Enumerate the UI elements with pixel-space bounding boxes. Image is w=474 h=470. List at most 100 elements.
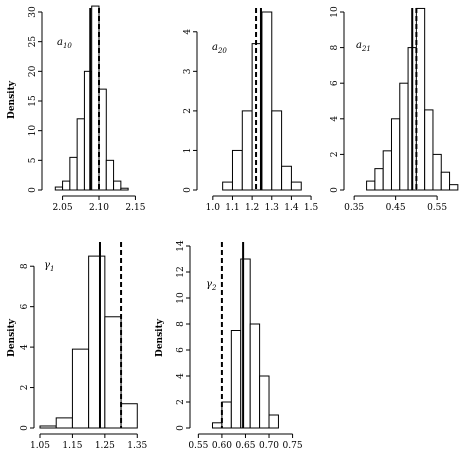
y-tick-label: 5 xyxy=(28,157,38,163)
histogram-bar xyxy=(120,403,138,429)
y-tick-label: 1 xyxy=(183,148,193,154)
x-tick-label: 1.3 xyxy=(265,203,280,213)
y-tick-label: 2 xyxy=(176,399,186,405)
histogram-bar xyxy=(440,171,451,191)
histogram-bar xyxy=(105,159,115,191)
histogram-bar xyxy=(231,149,243,191)
x-tick-label: 0.35 xyxy=(344,203,364,213)
histogram-bar xyxy=(271,110,283,191)
histogram-bar xyxy=(382,150,392,191)
y-tick-label: 8 xyxy=(176,321,186,327)
histogram-bar xyxy=(241,110,253,191)
x-tick-label: 0.75 xyxy=(283,441,303,451)
histogram-bar xyxy=(261,11,273,191)
histogram-bar xyxy=(71,348,90,429)
y-tick-label: 10 xyxy=(176,292,186,304)
histogram-bar xyxy=(76,118,85,191)
x-tick-label: 0.70 xyxy=(259,441,279,451)
x-tick-label: 1.15 xyxy=(62,441,82,451)
y-axis-label: Density xyxy=(7,80,17,119)
panel-a10: 0 5 10 15 20 25 30 2.05 2.10 2.15 Density a10 xyxy=(7,5,146,213)
y-tick-label: 6 xyxy=(176,347,186,353)
y-tick-label: 4 xyxy=(330,116,340,122)
panel-parameter-label: γ2 xyxy=(206,279,217,292)
histogram-bar xyxy=(432,153,442,191)
x-tick-label: 1.2 xyxy=(245,203,259,213)
y-tick-label: 0 xyxy=(20,425,30,431)
histogram-bar xyxy=(113,180,122,191)
y-axis-label: Density xyxy=(7,318,17,357)
histogram-bar xyxy=(290,181,302,191)
histogram-bar xyxy=(98,88,107,191)
histogram-bar xyxy=(222,181,233,191)
y-tick-label: 4 xyxy=(176,373,186,379)
y-tick-label: 15 xyxy=(28,95,38,107)
y-tick-label: 4 xyxy=(20,344,30,350)
y-tick-label: 8 xyxy=(330,44,340,50)
y-tick-label: 30 xyxy=(28,6,38,18)
histogram-bar xyxy=(91,5,100,191)
panel-gamma1: 0 2 4 6 8 1.05 1.15 1.25 1.35 Density γ1 xyxy=(7,242,148,451)
histogram-bar xyxy=(449,184,459,191)
y-tick-label: 0 xyxy=(183,187,193,193)
y-tick-label: 6 xyxy=(330,80,340,86)
y-tick-label: 10 xyxy=(28,125,38,137)
histogram-bar xyxy=(259,375,270,429)
y-tick-label: 25 xyxy=(28,36,38,48)
x-tick-label: 1.4 xyxy=(284,203,299,213)
y-tick-label: 3 xyxy=(183,68,193,74)
y-tick-label: 20 xyxy=(28,65,38,77)
x-tick-label: 0.65 xyxy=(235,441,255,451)
y-tick-label: 0 xyxy=(176,425,186,431)
histogram-bar xyxy=(211,422,223,429)
x-tick-label: 2.10 xyxy=(89,203,109,213)
histogram-bar xyxy=(281,165,292,191)
histogram-bar xyxy=(399,82,409,191)
x-tick-label: 1.05 xyxy=(30,441,50,451)
x-tick-label: 0.60 xyxy=(212,441,232,451)
y-tick-label: 2 xyxy=(330,152,340,158)
y-tick-label: 10 xyxy=(330,6,340,18)
histogram-bar xyxy=(69,156,78,191)
panel-parameter-label: γ1 xyxy=(44,260,54,273)
y-tick-label: 4 xyxy=(183,29,193,35)
panel-parameter-label: a21 xyxy=(356,40,371,53)
histogram-bar xyxy=(390,118,401,191)
histogram-bar xyxy=(230,330,242,429)
y-tick-label: 2 xyxy=(20,385,30,391)
y-tick-label: 8 xyxy=(20,263,30,269)
x-tick-label: 0.45 xyxy=(386,203,406,213)
y-tick-label: 0 xyxy=(330,187,340,193)
x-tick-label: 1.0 xyxy=(206,203,221,213)
histogram-bar xyxy=(88,255,106,429)
x-tick-label: 0.55 xyxy=(188,441,208,451)
histogram-bar xyxy=(366,180,376,191)
panel-a21: 0 2 4 6 8 10 0.35 0.45 0.55 a21 xyxy=(330,6,459,213)
y-tick-label: 6 xyxy=(20,304,30,310)
histogram-bar xyxy=(374,168,384,191)
y-axis-label: Density xyxy=(155,318,165,357)
histogram-bar xyxy=(221,401,232,429)
panel-a20: 0 1 2 3 4 1.0 1.1 1.2 1.3 1.4 1.5 a20 xyxy=(183,8,318,213)
histogram-bar xyxy=(424,109,434,191)
x-tick-label: 2.05 xyxy=(53,203,73,213)
x-tick-label: 2.15 xyxy=(125,203,145,213)
y-tick-label: 12 xyxy=(176,266,186,277)
panel-parameter-label: a20 xyxy=(212,42,227,55)
histogram-bar xyxy=(249,323,261,429)
histogram-bar xyxy=(55,417,73,429)
x-tick-label: 0.55 xyxy=(427,203,447,213)
histogram-bar xyxy=(415,7,426,191)
histogram-bar xyxy=(104,316,122,429)
panel-parameter-label: a10 xyxy=(57,37,72,50)
x-tick-label: 1.5 xyxy=(304,203,319,213)
histogram-bar xyxy=(62,180,71,191)
x-tick-label: 1.25 xyxy=(95,441,115,451)
x-tick-label: 1.1 xyxy=(225,203,239,213)
y-tick-label: 2 xyxy=(183,108,193,114)
y-tick-label: 14 xyxy=(176,240,186,252)
x-tick-label: 1.35 xyxy=(127,441,147,451)
panel-gamma2: 0 2 4 6 8 10 12 14 0.55 0.60 0.65 0.70 0.75 Density γ2 xyxy=(155,240,303,451)
y-tick-label: 0 xyxy=(28,187,38,193)
